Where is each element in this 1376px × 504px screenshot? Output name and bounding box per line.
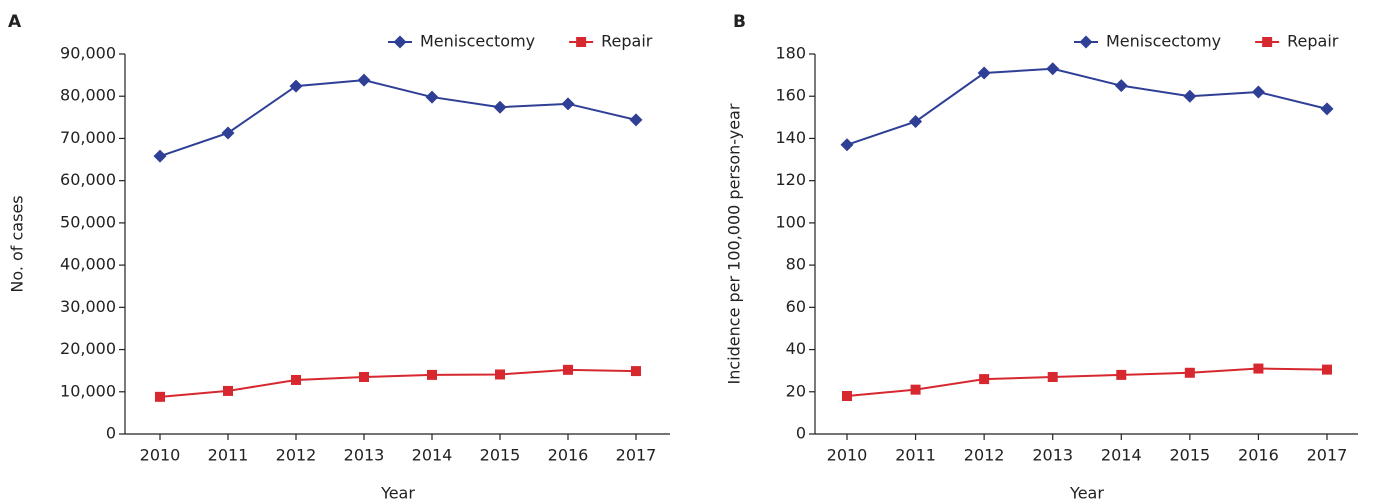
marker xyxy=(357,73,371,87)
chart: A No. of cases Year 0 10,000 20,000 30,000 40,0… xyxy=(8,12,670,503)
y-tick-label: 20 xyxy=(786,381,806,400)
chart: B Incidence per 100,000 person-year Year 0 2… xyxy=(725,12,1358,503)
y-tick-label: 40 xyxy=(786,339,806,358)
series-line xyxy=(846,67,1328,146)
x-tick-label: 2014 xyxy=(412,446,453,465)
series-line xyxy=(846,367,1328,397)
y-tick-label: 180 xyxy=(775,44,806,63)
panel-label: A xyxy=(8,12,22,32)
y-tick-label: 90,000 xyxy=(60,44,116,63)
x-tick-label: 2011 xyxy=(895,446,936,465)
x-tick-label: 2010 xyxy=(140,446,181,465)
marker xyxy=(563,364,573,375)
legend-marker xyxy=(1079,35,1093,49)
marker xyxy=(1046,62,1060,76)
legend-label: Meniscectomy xyxy=(420,32,535,51)
marker xyxy=(155,391,165,402)
y-tick-label: 80,000 xyxy=(60,86,116,105)
x-tick-label: 2011 xyxy=(208,446,249,465)
x-tick-label: 2015 xyxy=(1169,446,1210,465)
y-tick-label: 30,000 xyxy=(60,297,116,316)
marker xyxy=(221,126,235,140)
marker xyxy=(1183,89,1197,103)
legend-label: Repair xyxy=(1287,32,1339,51)
marker xyxy=(1114,79,1128,93)
marker xyxy=(842,391,852,401)
marker xyxy=(359,372,369,382)
y-tick-label: 0 xyxy=(796,424,806,443)
x-tick-label: 2014 xyxy=(1101,446,1142,465)
x-tick-label: 2017 xyxy=(1307,446,1348,465)
y-tick-label: 80 xyxy=(786,255,806,274)
x-tick-label: 2017 xyxy=(616,446,657,465)
series-line xyxy=(159,79,637,158)
y-tick-label: 120 xyxy=(775,170,806,189)
legend-label: Repair xyxy=(601,32,653,51)
y-axis-label: No. of cases xyxy=(8,195,27,292)
y-tick-label: 160 xyxy=(775,86,806,105)
marker xyxy=(291,374,301,385)
marker xyxy=(979,374,990,385)
x-tick-label: 2012 xyxy=(964,446,1005,465)
y-tick-label: 60 xyxy=(786,297,806,316)
marker xyxy=(493,100,507,114)
marker xyxy=(1116,369,1127,380)
y-tick-label: 0 xyxy=(106,424,116,443)
y-tick-label: 140 xyxy=(775,128,806,147)
panel-label: B xyxy=(733,12,746,32)
marker xyxy=(1253,363,1264,374)
series-line xyxy=(159,368,637,398)
x-tick-label: 2013 xyxy=(1032,446,1073,465)
marker xyxy=(977,66,991,80)
x-tick-label: 2015 xyxy=(480,446,521,465)
y-tick-label: 60,000 xyxy=(60,170,116,189)
y-tick-label: 10,000 xyxy=(60,381,116,400)
x-tick-label: 2016 xyxy=(548,446,589,465)
marker xyxy=(1184,367,1195,378)
marker xyxy=(561,97,575,111)
x-tick-label: 2010 xyxy=(827,446,868,465)
marker xyxy=(427,369,437,380)
marker xyxy=(840,138,854,152)
x-tick-label: 2013 xyxy=(344,446,385,465)
marker xyxy=(153,149,167,163)
x-axis-label: Year xyxy=(1069,484,1104,503)
marker xyxy=(1320,102,1334,116)
marker xyxy=(1047,372,1058,382)
legend-marker xyxy=(393,35,407,49)
y-tick-label: 70,000 xyxy=(60,128,116,147)
marker xyxy=(1251,85,1265,99)
legend-marker xyxy=(1262,37,1273,47)
marker xyxy=(223,385,233,396)
legend-marker xyxy=(576,37,587,47)
marker xyxy=(629,113,643,127)
marker xyxy=(425,90,439,104)
legend-label: Meniscectomy xyxy=(1106,32,1221,51)
y-axis-label: Incidence per 100,000 person-year xyxy=(725,103,744,384)
marker xyxy=(289,79,303,93)
y-tick-label: 100 xyxy=(775,212,806,231)
y-tick-label: 20,000 xyxy=(60,339,116,358)
marker xyxy=(631,366,641,377)
y-tick-label: 50,000 xyxy=(60,212,116,231)
marker xyxy=(495,369,505,380)
x-axis-label: Year xyxy=(380,484,415,503)
marker xyxy=(909,115,923,129)
marker xyxy=(910,384,921,395)
y-tick-label: 40,000 xyxy=(60,255,116,274)
marker xyxy=(1321,364,1332,375)
x-tick-label: 2012 xyxy=(276,446,317,465)
x-tick-label: 2016 xyxy=(1238,446,1279,465)
